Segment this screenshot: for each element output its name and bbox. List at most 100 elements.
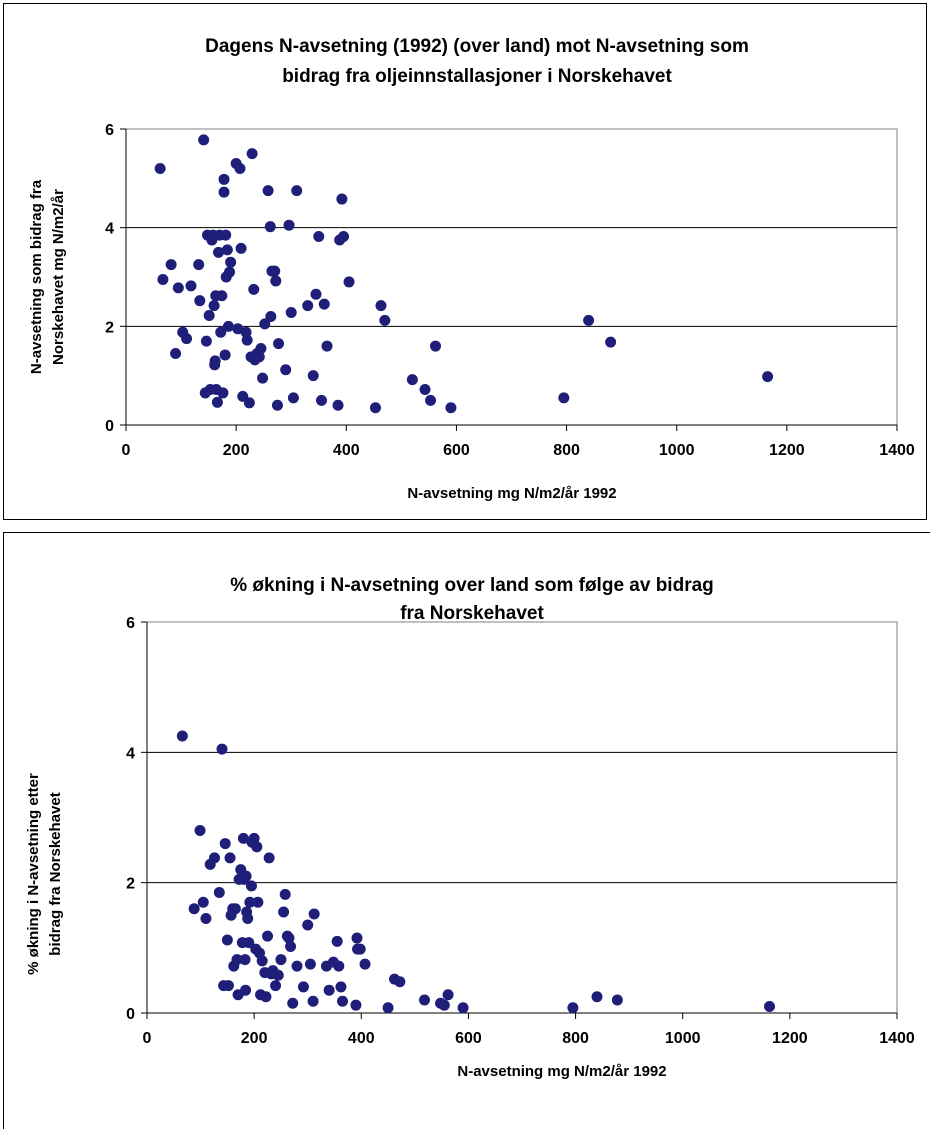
data-point [354, 943, 366, 955]
data-point [337, 995, 349, 1007]
data-point [302, 919, 314, 931]
data-point [200, 335, 212, 347]
data-point [764, 1000, 775, 1012]
y-axis-label-line-1: % økning i N-avsetning etter [25, 773, 42, 975]
plot-area: 0 2 4 6 0 200 400 600 800 1000 1200 1400 [126, 615, 915, 1047]
data-point [287, 997, 299, 1009]
data-point [215, 326, 227, 338]
data-point [278, 906, 290, 918]
data-point [445, 402, 457, 414]
data-point [181, 333, 193, 345]
data-point [240, 984, 252, 996]
data-point [216, 290, 228, 302]
y-tick-label: 2 [126, 876, 135, 893]
data-point [430, 340, 442, 352]
data-point [283, 932, 295, 944]
data-point [375, 300, 387, 312]
data-point [307, 995, 319, 1007]
data-point [218, 186, 230, 198]
data-point [222, 320, 234, 332]
data-point [270, 980, 282, 992]
data-point [351, 932, 363, 944]
x-tick-label: 600 [443, 442, 470, 459]
data-point [256, 955, 268, 967]
data-point [251, 841, 263, 853]
scatter-chart-1: Dagens N-avsetning (1992) (over land) mo… [3, 3, 927, 520]
data-point [244, 896, 256, 908]
data-point [194, 295, 206, 307]
data-point [234, 162, 246, 174]
data-point [291, 960, 303, 972]
data-point [211, 396, 223, 408]
data-point [419, 383, 431, 395]
x-tick-label: 400 [348, 1030, 375, 1047]
data-point [229, 903, 241, 915]
data-point [248, 283, 260, 295]
x-tick-label: 1000 [659, 442, 695, 459]
data-point [237, 832, 249, 844]
data-point [333, 960, 345, 972]
data-point [193, 259, 205, 271]
data-point [248, 832, 260, 844]
data-point [157, 273, 169, 285]
x-tick-label: 600 [455, 1030, 482, 1047]
data-point [242, 913, 254, 925]
data-point [307, 370, 319, 382]
data-point [291, 185, 303, 197]
data-point [240, 870, 252, 882]
data-point [280, 364, 292, 376]
data-point [213, 246, 225, 258]
data-point [221, 244, 233, 256]
data-point [197, 896, 209, 908]
x-tick-label: 0 [143, 1030, 152, 1047]
data-point [235, 242, 247, 254]
data-point [170, 347, 182, 359]
data-point [257, 372, 269, 384]
data-point [323, 984, 335, 996]
data-point [285, 307, 297, 319]
data-point [245, 880, 257, 892]
data-point [273, 338, 285, 350]
data-point [208, 300, 220, 312]
chart-panel-1: Dagens N-avsetning (1992) (over land) mo… [0, 0, 930, 525]
data-point [209, 852, 220, 864]
data-point [605, 336, 617, 348]
x-tick-label: 1200 [769, 442, 805, 459]
data-point [318, 298, 330, 310]
x-axis-label: N-avsetning mg N/m2/år 1992 [407, 485, 616, 502]
data-point [232, 323, 244, 335]
x-tick-label: 800 [553, 442, 580, 459]
data-point [762, 371, 774, 383]
y-tick-label: 0 [126, 1006, 135, 1023]
data-point [224, 852, 236, 864]
plot-frame [146, 621, 898, 1014]
data-point [262, 930, 274, 942]
data-point [231, 954, 243, 966]
chart-title-line-1: % økning i N-avsetning over land som føl… [230, 575, 714, 596]
data-point [269, 265, 281, 277]
x-tick-label: 800 [562, 1030, 589, 1047]
data-point [350, 999, 362, 1011]
y-tick-label: 6 [105, 122, 114, 139]
data-point [382, 1002, 394, 1014]
data-point [406, 374, 418, 386]
data-point [241, 334, 253, 346]
data-point [219, 838, 231, 850]
data-point [154, 162, 166, 174]
data-point [332, 399, 344, 411]
chart-title-line-1: Dagens N-avsetning (1992) (over land) mo… [205, 36, 749, 57]
data-point [246, 148, 258, 160]
data-point [275, 954, 287, 966]
data-point [255, 343, 267, 355]
data-point [225, 256, 237, 268]
x-tick-label: 1200 [772, 1030, 808, 1047]
data-point [219, 349, 231, 361]
data-point [379, 314, 391, 326]
data-point [224, 266, 236, 278]
data-point [218, 173, 230, 185]
data-point [270, 275, 282, 287]
y-axis-label-line-2: bidrag fra Norskehavet [47, 792, 64, 955]
data-point [203, 309, 215, 321]
data-point [260, 991, 272, 1003]
x-tick-label: 1400 [879, 1030, 915, 1047]
